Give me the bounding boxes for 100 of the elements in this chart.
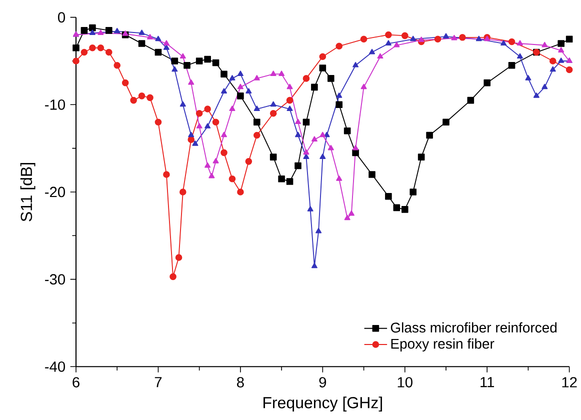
point	[484, 79, 491, 86]
x-tick-label: 10	[398, 377, 412, 388]
point	[542, 84, 548, 90]
point	[188, 79, 194, 85]
point	[525, 75, 532, 80]
point	[508, 62, 516, 69]
point	[558, 58, 564, 63]
point	[270, 154, 277, 160]
point	[212, 118, 220, 126]
point	[184, 62, 190, 69]
point	[105, 48, 112, 56]
point	[467, 96, 474, 104]
point	[550, 66, 556, 72]
point	[516, 40, 523, 46]
point	[138, 30, 145, 35]
y-tick-label: -20	[45, 186, 66, 198]
point	[204, 162, 211, 168]
point	[311, 84, 318, 91]
point	[307, 206, 314, 212]
x-tick-label: 8	[236, 377, 244, 388]
y-tick-label: -10	[45, 99, 66, 110]
point	[336, 101, 343, 108]
point	[163, 171, 170, 178]
point	[278, 175, 285, 182]
point	[294, 118, 302, 124]
point	[192, 140, 198, 146]
point	[476, 36, 482, 42]
point	[89, 44, 96, 52]
point	[188, 132, 194, 138]
point	[72, 44, 80, 52]
point	[385, 40, 392, 46]
point	[286, 96, 294, 104]
y-tick-label: -40	[45, 361, 66, 372]
point	[80, 48, 88, 56]
point	[220, 132, 228, 138]
point	[122, 79, 129, 86]
x-tick-label: 12	[562, 377, 577, 388]
point	[154, 48, 162, 56]
point	[368, 171, 376, 178]
point	[208, 172, 215, 178]
point	[394, 42, 400, 48]
legend-label: Glass microfiber reinforced	[390, 322, 557, 333]
point	[254, 106, 260, 111]
point	[385, 192, 392, 200]
point	[549, 58, 556, 64]
point	[155, 36, 162, 42]
point	[180, 101, 186, 107]
point	[508, 38, 516, 46]
point	[98, 30, 104, 35]
point	[220, 149, 228, 156]
point	[204, 106, 211, 112]
point	[336, 175, 342, 181]
legend-label: Epoxy resin fiber	[391, 338, 494, 352]
x-tick-label: 11	[480, 377, 494, 388]
point	[146, 34, 154, 40]
point	[434, 36, 442, 43]
point	[212, 158, 219, 164]
point	[328, 144, 334, 150]
x-tick-label: 6	[72, 377, 80, 388]
point	[316, 228, 322, 234]
point	[500, 40, 507, 46]
point	[270, 101, 276, 107]
point	[196, 110, 203, 117]
point	[229, 106, 236, 111]
point	[360, 36, 368, 43]
point	[130, 96, 137, 104]
point	[196, 58, 203, 64]
point	[163, 40, 170, 46]
point	[344, 127, 351, 134]
point	[303, 149, 310, 155]
point	[138, 40, 146, 47]
x-axis-title: Frequency [GHz]	[264, 396, 382, 412]
point	[459, 34, 466, 41]
x-tick-label: 7	[154, 377, 162, 388]
x-tick-label: 9	[319, 377, 326, 388]
point	[393, 204, 400, 212]
point	[204, 56, 211, 63]
point	[442, 33, 449, 38]
point	[286, 84, 293, 90]
point	[319, 53, 326, 60]
point	[401, 32, 408, 40]
point	[146, 94, 154, 102]
point	[542, 42, 548, 48]
point	[171, 58, 178, 64]
point	[253, 132, 260, 139]
point	[418, 36, 424, 42]
point	[254, 75, 260, 80]
point	[114, 62, 121, 69]
point	[319, 64, 326, 72]
point	[122, 30, 128, 36]
point	[237, 188, 244, 196]
point	[311, 136, 318, 142]
point	[253, 118, 260, 126]
point	[237, 92, 244, 100]
point	[426, 132, 433, 139]
point	[327, 75, 334, 82]
y-tick-label: -30	[45, 274, 66, 285]
point	[294, 132, 302, 138]
point	[533, 92, 540, 98]
point	[278, 70, 285, 76]
